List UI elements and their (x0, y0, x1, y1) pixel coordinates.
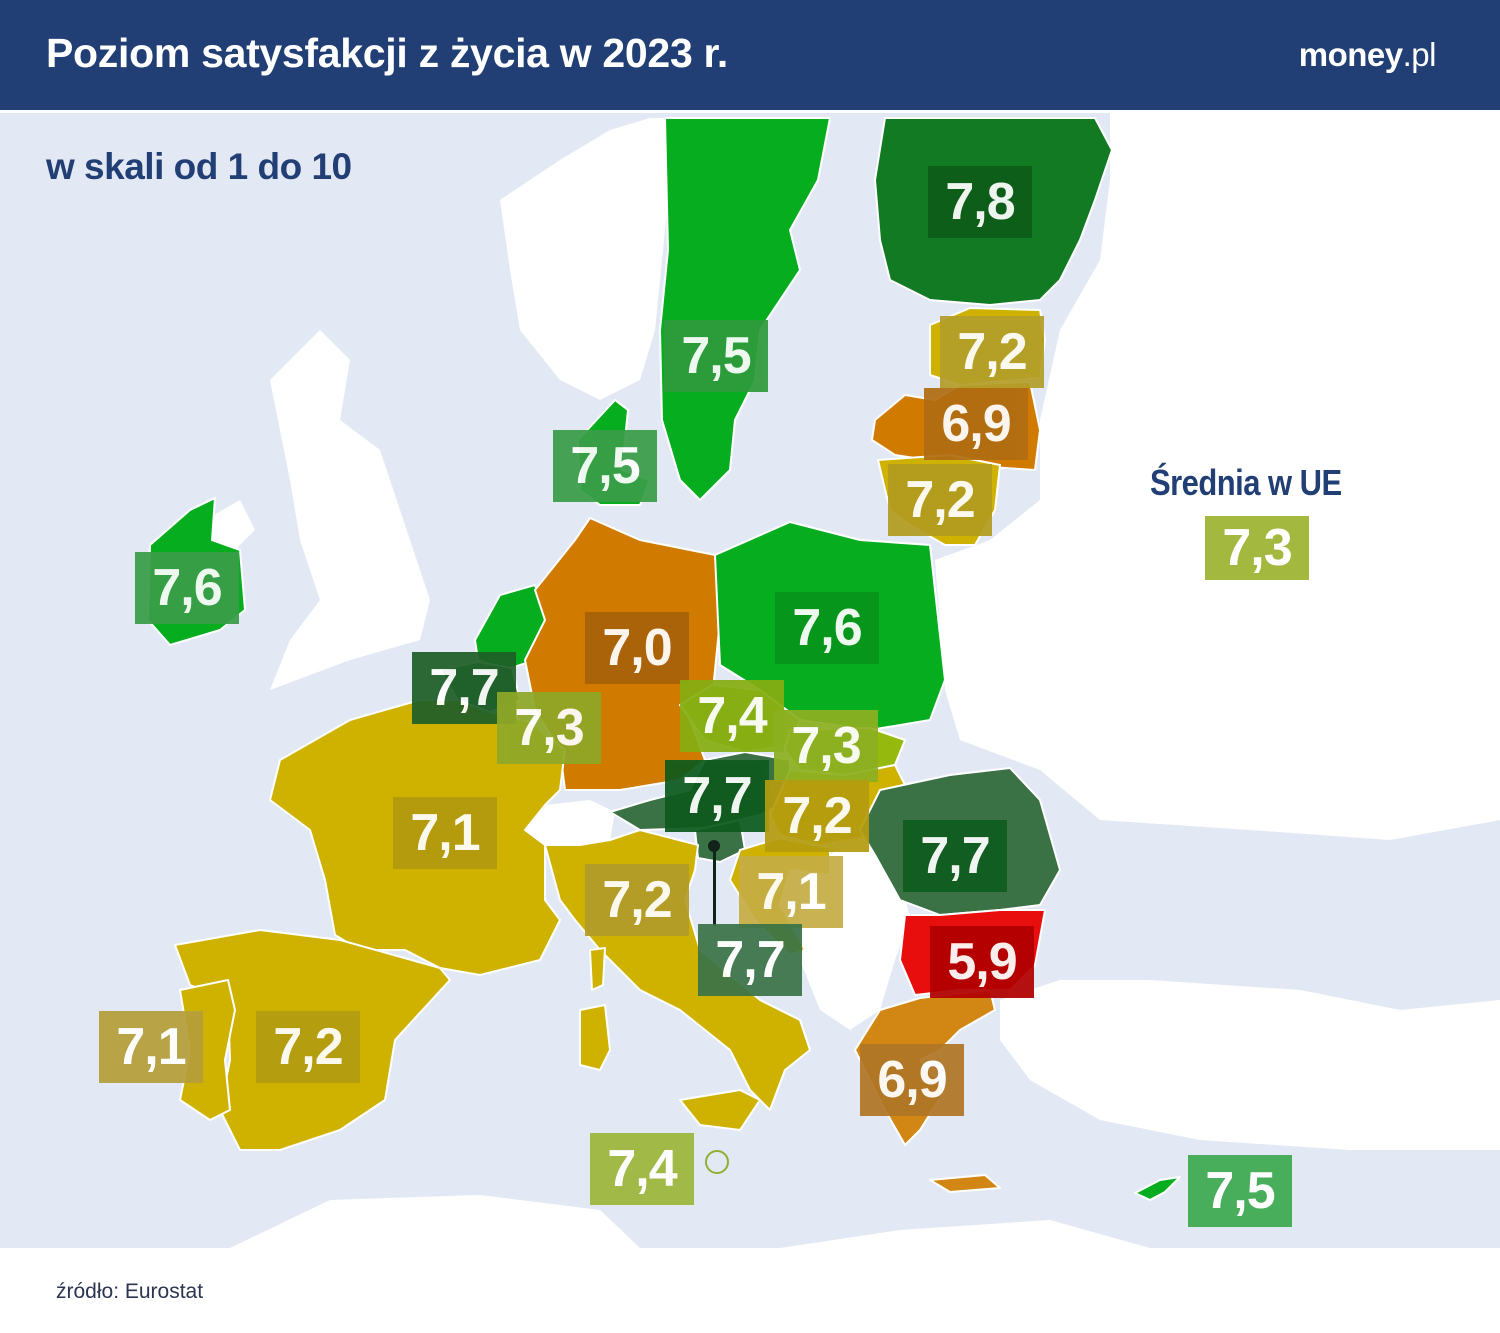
country-greece-crete (929, 1174, 1001, 1193)
source-note: źródło: Eurostat (56, 1280, 204, 1303)
page-title: Poziom satysfakcji z życia w 2023 r. (46, 30, 729, 76)
value-label-fi: 7,8 (928, 166, 1032, 238)
value-label-ie: 7,6 (135, 552, 239, 624)
country-france-corsica (589, 947, 606, 991)
brand-suffix: .pl (1402, 36, 1437, 73)
value-label-at: 7,7 (665, 760, 769, 832)
brand-logo: money.pl (1298, 36, 1437, 74)
value-label-cy: 7,5 (1188, 1155, 1292, 1227)
value-label-hu: 7,2 (765, 780, 869, 852)
value-label-lv: 6,9 (924, 388, 1028, 460)
value-label-hr: 7,1 (739, 856, 843, 928)
country-italy-sicily (679, 1089, 761, 1131)
value-label-ro: 7,7 (903, 820, 1007, 892)
value-label-fr: 7,1 (393, 797, 497, 869)
malta-locator-circle (705, 1150, 729, 1174)
map-subtitle: w skali od 1 do 10 (46, 146, 352, 187)
non-eu-land (205, 113, 1500, 1248)
value-label-it: 7,2 (585, 864, 689, 936)
value-label-bg: 5,9 (930, 926, 1034, 998)
country-sweden (659, 117, 831, 501)
value-label-pl: 7,6 (775, 592, 879, 664)
value-label-cz: 7,4 (680, 680, 784, 752)
slovenia-leader-line (713, 846, 716, 926)
slovenia-leader-dot (708, 840, 720, 852)
value-label-dk: 7,5 (553, 430, 657, 502)
value-label-be: 7,3 (497, 692, 601, 764)
eu-average-value: 7,3 (1205, 516, 1309, 580)
value-label-es: 7,2 (256, 1011, 360, 1083)
value-label-gr: 6,9 (860, 1044, 964, 1116)
header-bar: Poziom satysfakcji z życia w 2023 r. mon… (0, 0, 1500, 110)
value-label-lt: 7,2 (888, 464, 992, 536)
value-label-ee: 7,2 (940, 316, 1044, 388)
value-label-sk: 7,3 (774, 710, 878, 782)
country-cyprus (1134, 1176, 1181, 1201)
value-label-si: 7,7 (698, 924, 802, 996)
value-label-pt: 7,1 (99, 1011, 203, 1083)
value-label-se: 7,5 (664, 320, 768, 392)
europe-map (0, 113, 1500, 1248)
value-label-mt: 7,4 (590, 1133, 694, 1205)
brand-name: money (1298, 36, 1403, 73)
value-label-de: 7,0 (585, 612, 689, 684)
country-italy-sardinia (579, 1004, 611, 1071)
eu-average-title: Średnia w UE (1150, 462, 1342, 503)
